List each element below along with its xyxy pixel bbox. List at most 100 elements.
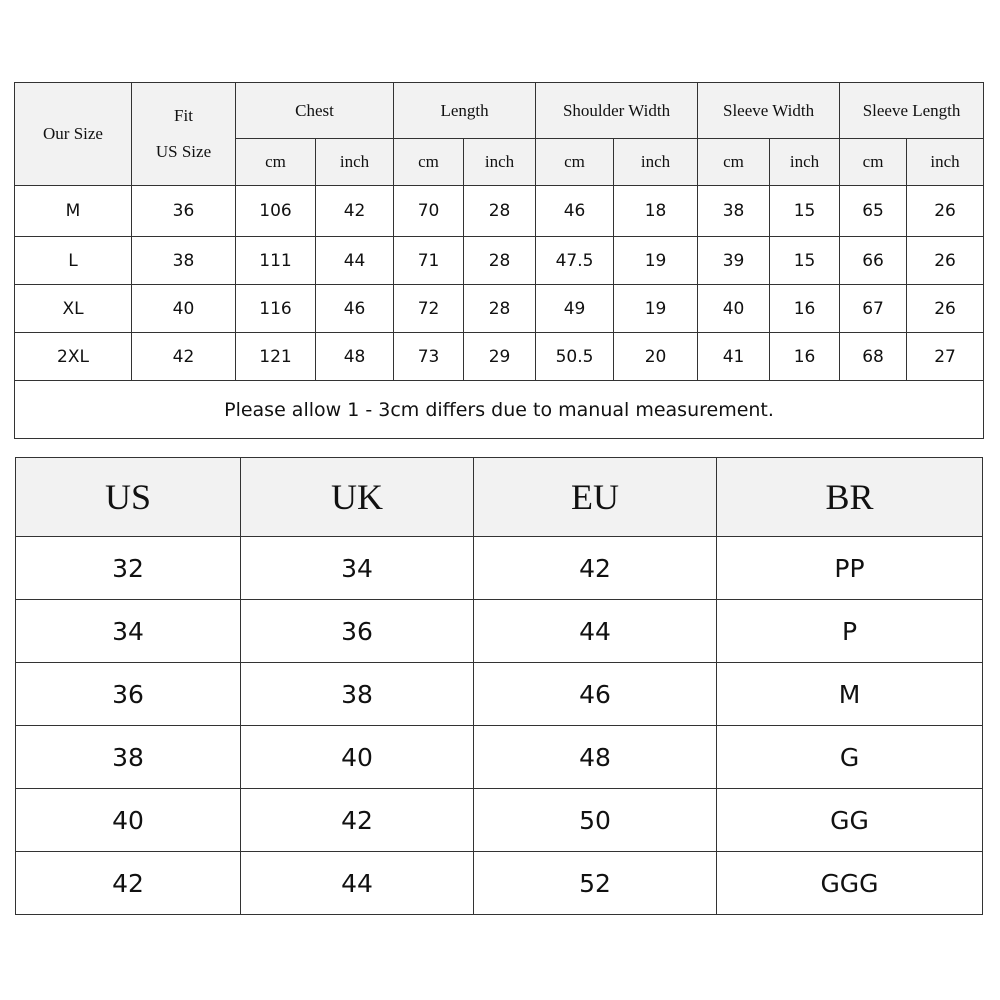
table-cell: 36 (15, 662, 241, 726)
table-cell: 2XL (14, 332, 132, 381)
table-cell: 38 (240, 662, 474, 726)
table-cell: 65 (839, 185, 908, 237)
table-cell: 40 (240, 725, 474, 789)
table-cell: 32 (15, 536, 241, 600)
table-cell: 47.5 (535, 236, 615, 285)
table-cell: 26 (906, 185, 985, 237)
table-cell: M (716, 662, 983, 726)
table-cell: 111 (235, 236, 316, 285)
header-unit-inch: inch (613, 138, 699, 186)
header-sleeve-width: Sleeve Width (697, 82, 841, 139)
table-cell: 42 (15, 851, 241, 915)
table-cell: 72 (393, 284, 465, 333)
table-row: 2XL 42 121 48 73 29 50.5 20 41 16 68 27 (14, 332, 985, 381)
table-cell: 28 (463, 185, 537, 237)
table-cell: 71 (393, 236, 465, 285)
table-row: M 36 106 42 70 28 46 18 38 15 65 26 (14, 185, 985, 237)
table-cell: 15 (769, 236, 841, 285)
table-cell: P (716, 599, 983, 663)
table-cell: M (14, 185, 132, 237)
table-cell: PP (716, 536, 983, 600)
table-cell: 34 (240, 536, 474, 600)
table-cell: 48 (473, 725, 717, 789)
table-row: XL 40 116 46 72 28 49 19 40 16 67 26 (14, 284, 985, 333)
table-cell: GGG (716, 851, 983, 915)
table-cell: 46 (314, 284, 395, 333)
table-cell: 16 (769, 332, 841, 381)
table-cell: 28 (463, 284, 537, 333)
header-shoulder-width: Shoulder Width (535, 82, 699, 139)
table-cell: 20 (613, 332, 699, 381)
table-cell: 40 (697, 284, 771, 333)
table-cell: 44 (314, 236, 395, 285)
table-cell: 15 (769, 185, 841, 237)
table-cell: 16 (769, 284, 841, 333)
table-cell: 116 (235, 284, 316, 333)
table-cell: 29 (463, 332, 537, 381)
table-cell: 28 (463, 236, 537, 285)
table-cell: 38 (15, 725, 241, 789)
header-unit-cm: cm (235, 138, 316, 186)
table-cell: 50.5 (535, 332, 615, 381)
measurement-note: Please allow 1 - 3cm differs due to manu… (13, 380, 985, 439)
header-unit-cm: cm (697, 138, 771, 186)
table-row: 32 34 42 PP (15, 536, 983, 600)
table-cell: 40 (15, 788, 241, 852)
table-cell: 44 (473, 599, 717, 663)
table-cell: 26 (906, 284, 985, 333)
table-row: 38 40 48 G (15, 725, 983, 789)
table-cell: 66 (839, 236, 908, 285)
header-eu: EU (473, 457, 717, 537)
table-cell: 52 (473, 851, 717, 915)
table-cell: GG (716, 788, 983, 852)
table-cell: 42 (240, 788, 474, 852)
header-unit-cm: cm (393, 138, 465, 186)
header-us-size: US Size (155, 142, 212, 161)
table-cell: 106 (235, 185, 316, 237)
table-cell: 42 (314, 185, 395, 237)
table-row: 40 42 50 GG (15, 788, 983, 852)
table-cell: 36 (131, 185, 236, 237)
header-fit-us-size: Fit US Size (131, 82, 236, 186)
table-cell: 48 (314, 332, 395, 381)
header-uk: UK (240, 457, 474, 537)
table-cell: 68 (839, 332, 908, 381)
table-cell: 26 (906, 236, 985, 285)
header-unit-cm: cm (535, 138, 615, 186)
header-chest: Chest (234, 82, 395, 139)
table-cell: 42 (131, 332, 236, 381)
size-chart-table: Our Size Fit US Size Chest Length Should… (13, 82, 985, 439)
table-cell: 46 (535, 185, 615, 237)
header-unit-inch: inch (906, 138, 985, 186)
table-cell: 121 (235, 332, 316, 381)
table-cell: 19 (613, 236, 699, 285)
header-unit-inch: inch (463, 138, 537, 186)
table-cell: 38 (131, 236, 236, 285)
header-sleeve-length: Sleeve Length (839, 82, 985, 139)
table-cell: G (716, 725, 983, 789)
table-cell: 36 (240, 599, 474, 663)
table-cell: 44 (240, 851, 474, 915)
table-cell: 39 (697, 236, 771, 285)
table-cell: 18 (613, 185, 699, 237)
size-conversion-table: US UK EU BR 32 34 42 PP 34 36 44 P 36 38 46 M 38 40 48 G 40… (15, 457, 983, 915)
table-row: 36 38 46 M (15, 662, 983, 726)
header-unit-inch: inch (769, 138, 841, 186)
table-cell: 42 (473, 536, 717, 600)
table-row: 34 36 44 P (15, 599, 983, 663)
table-cell: 73 (393, 332, 465, 381)
header-length: Length (393, 82, 537, 139)
table-cell: 40 (131, 284, 236, 333)
table-cell: L (14, 236, 132, 285)
table-cell: XL (14, 284, 132, 333)
table-cell: 34 (15, 599, 241, 663)
table-cell: 19 (613, 284, 699, 333)
table-cell: 49 (535, 284, 615, 333)
table-cell: 70 (393, 185, 465, 237)
table-cell: 41 (697, 332, 771, 381)
table-cell: 50 (473, 788, 717, 852)
header-unit-cm: cm (839, 138, 908, 186)
header-our-size: Our Size (14, 82, 132, 186)
header-us: US (15, 457, 241, 537)
table-cell: 27 (906, 332, 985, 381)
